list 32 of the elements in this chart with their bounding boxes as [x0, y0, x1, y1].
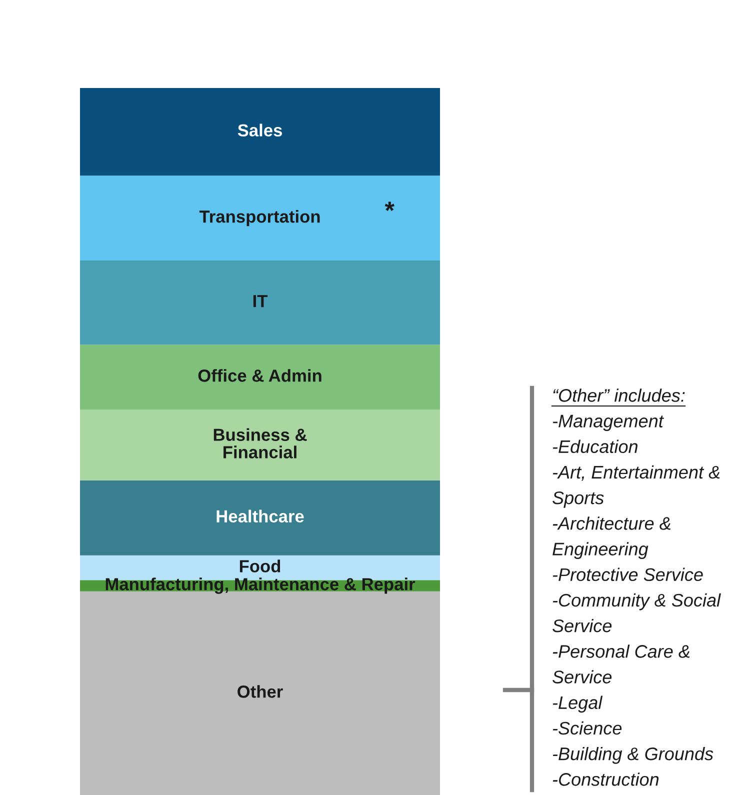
text: -Education — [552, 440, 638, 454]
series-label: Food — [240, 560, 280, 572]
text: Service — [552, 670, 612, 684]
bar — [80, 344, 440, 410]
series-label: Office & Admin — [198, 369, 322, 382]
text: -Science — [552, 721, 622, 735]
text: Sports — [552, 491, 604, 508]
series-label: Manufacturing, Maintenance & Repair — [106, 578, 416, 594]
text: -Protective Service — [552, 568, 703, 582]
text: -Architecture & — [552, 516, 670, 530]
text: “Other” includes: — [553, 388, 685, 402]
series-label: Transportation — [199, 210, 320, 226]
text: Service — [552, 618, 612, 632]
text: -Art, Entertainment & — [552, 465, 720, 481]
series-label: Sales — [238, 124, 282, 136]
text: -Personal Care & — [552, 644, 690, 658]
text: -Building & Grounds — [552, 746, 714, 764]
bar — [80, 88, 440, 176]
text: Engineering — [552, 542, 648, 560]
text: -Community & Social — [552, 593, 721, 610]
text: -Management — [552, 414, 664, 432]
bar — [80, 480, 440, 556]
bar — [80, 260, 440, 345]
series-label: Healthcare — [216, 510, 304, 523]
text: -Construction — [552, 772, 659, 786]
bar — [80, 410, 440, 480]
text: -Legal — [552, 696, 603, 713]
series-label: IT — [253, 295, 268, 308]
series-label: Business & Financial — [214, 428, 307, 458]
annotation: * — [384, 202, 394, 211]
bar — [80, 176, 440, 261]
series-label: Other — [238, 685, 283, 698]
